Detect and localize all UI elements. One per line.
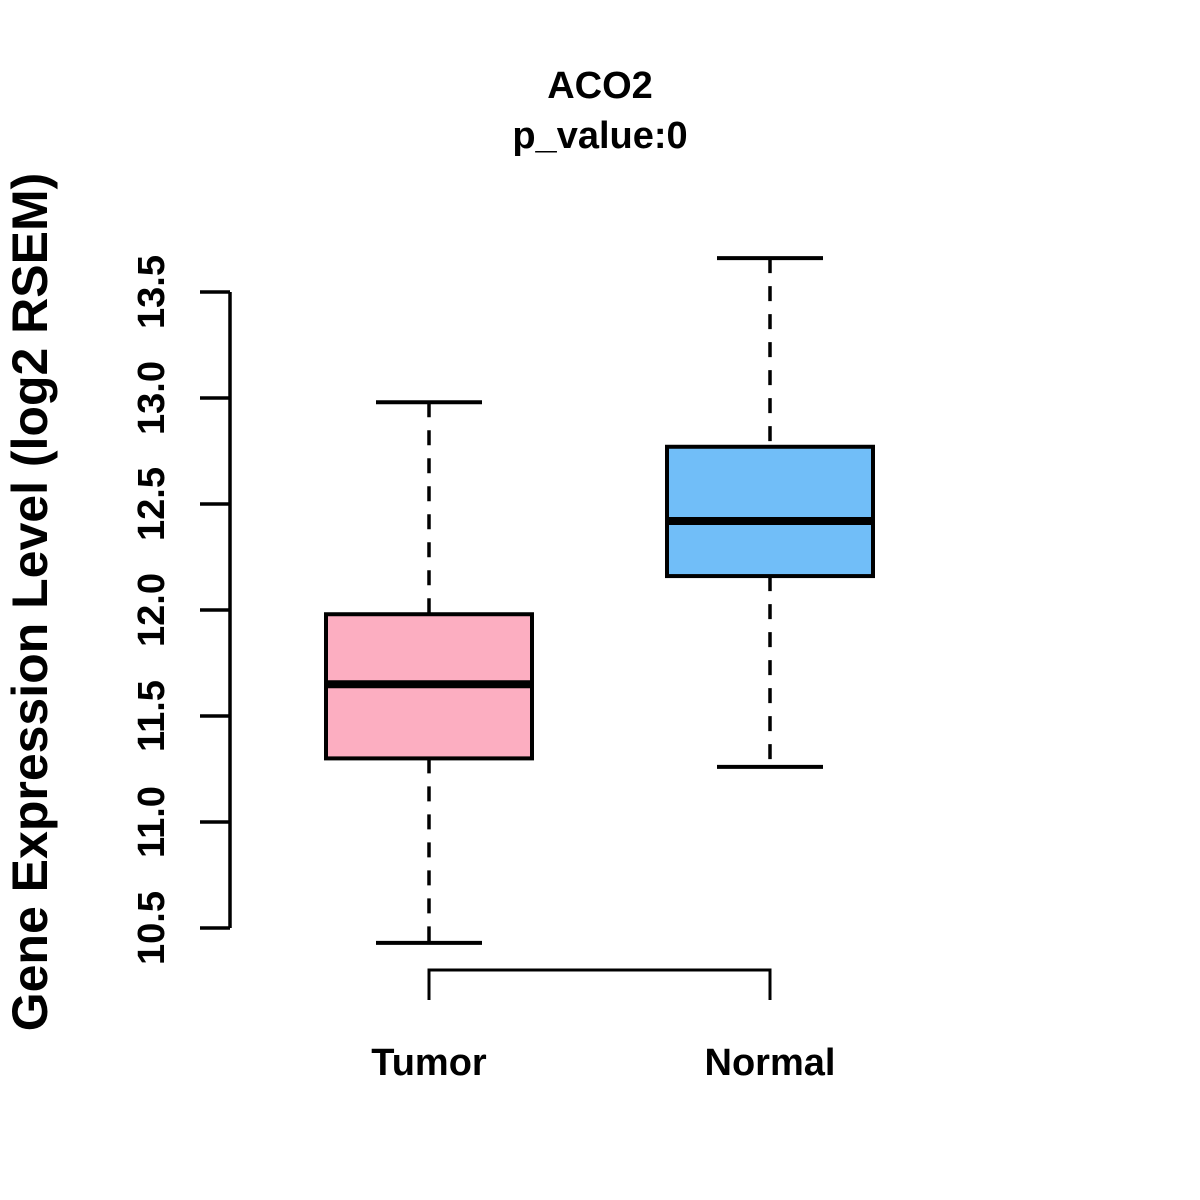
x-tick-label-normal: Normal: [705, 1042, 836, 1084]
y-axis-tick-label: 13.5: [131, 255, 173, 329]
chart-subtitle: p_value:0: [512, 115, 688, 157]
y-axis-tick-label: 10.5: [131, 891, 173, 965]
y-axis-tick-label: 12.5: [131, 467, 173, 541]
y-axis-tick-label: 11.0: [131, 786, 173, 858]
chart-title: ACO2: [547, 65, 653, 107]
x-axis-bracket: [427, 968, 772, 1000]
y-axis-tick-label: 11.5: [131, 680, 173, 752]
y-axis-tick-label: 13.0: [131, 361, 173, 435]
box-normal: [665, 444, 875, 579]
y-axis-title: Gene Expression Level (log2 RSEM): [2, 173, 58, 1032]
y-axis-tick-label: 12.0: [131, 573, 173, 647]
x-tick-label-tumor: Tumor: [371, 1042, 487, 1084]
